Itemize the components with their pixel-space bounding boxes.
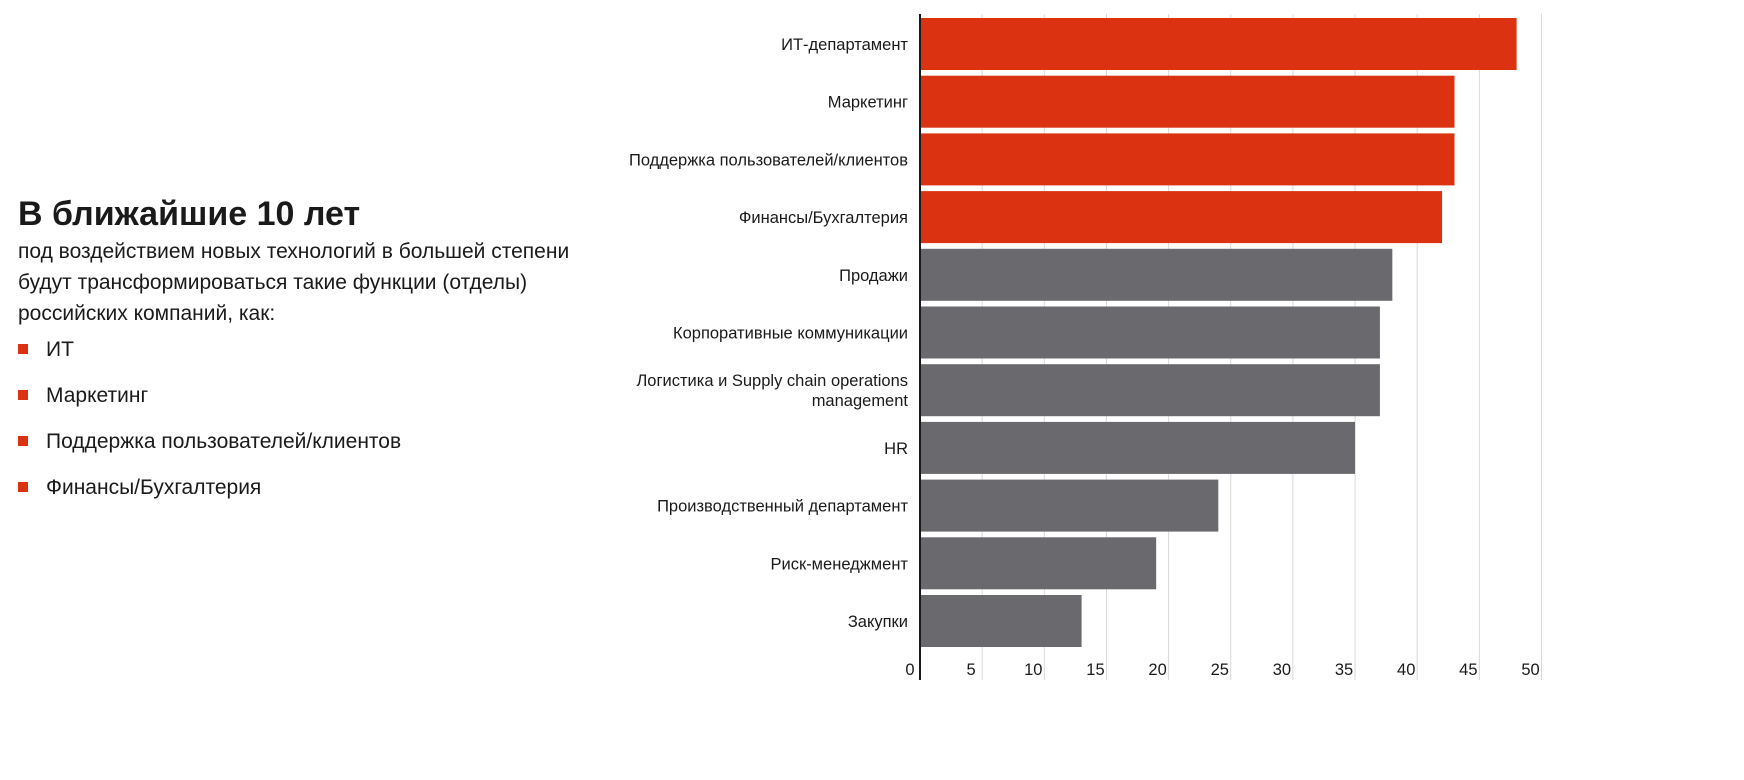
bar: [920, 306, 1380, 359]
category-label: Финансы/Бухгалтерия: [739, 209, 908, 227]
x-tick-label: 20: [1148, 661, 1166, 679]
summary-description: под воздействием новых технологий в боль…: [18, 240, 570, 325]
summary-panel: В ближайшие 10 лет под воздействием новы…: [18, 194, 578, 521]
summary-list: ИТ Маркетинг Поддержка пользователей/кли…: [18, 337, 578, 501]
summary-item-it: ИТ: [18, 337, 578, 363]
category-label: Маркетинг: [828, 94, 908, 112]
x-tick-label: 50: [1521, 661, 1539, 679]
bar: [920, 133, 1455, 186]
x-tick-label: 15: [1086, 661, 1104, 679]
category-label: Логистика и Supply chain operations manag…: [636, 372, 908, 410]
bar: [920, 479, 1219, 532]
x-tick-label: 45: [1459, 661, 1477, 679]
summary-item-label: Финансы/Бухгалтерия: [46, 476, 262, 499]
category-label: Корпоративные коммуникации: [673, 325, 908, 343]
category-label: Закупки: [848, 613, 908, 631]
category-label: Продажи: [839, 267, 908, 285]
bar: [920, 18, 1517, 70]
bar: [920, 421, 1356, 474]
summary-item-label: Поддержка пользователей/клиентов: [46, 430, 402, 453]
x-tick-label: 30: [1273, 661, 1291, 679]
bullet-square-icon: [18, 344, 28, 354]
x-tick-label: 35: [1335, 661, 1353, 679]
summary-item-label: Маркетинг: [46, 384, 149, 407]
category-label: Риск-менеджмент: [771, 555, 909, 573]
x-tick-label: 25: [1211, 661, 1229, 679]
bullet-square-icon: [18, 390, 28, 400]
summary-item-marketing: Маркетинг: [18, 383, 578, 409]
summary-item-label: ИТ: [46, 338, 74, 361]
summary-item-support: Поддержка пользователей/клиентов: [18, 429, 578, 455]
x-tick-label: 5: [967, 661, 976, 679]
bar: [920, 75, 1455, 128]
x-tick-label: 0: [905, 661, 914, 679]
bar: [920, 595, 1082, 647]
headline: В ближайшие 10 лет: [18, 195, 361, 233]
bar: [920, 364, 1380, 417]
bar: [920, 537, 1157, 590]
bar: [920, 191, 1443, 244]
category-label: Производственный департамент: [657, 498, 908, 516]
category-label: HR: [884, 440, 908, 458]
category-label: Поддержка пользователей/клиентов: [629, 151, 908, 169]
bullet-square-icon: [18, 482, 28, 492]
bar: [920, 248, 1393, 301]
category-label: ИТ-департамент: [781, 36, 908, 54]
summary-item-finance: Финансы/Бухгалтерия: [18, 475, 578, 501]
x-tick-label: 10: [1024, 661, 1042, 679]
x-tick-label: 40: [1397, 661, 1415, 679]
bullet-square-icon: [18, 436, 28, 446]
